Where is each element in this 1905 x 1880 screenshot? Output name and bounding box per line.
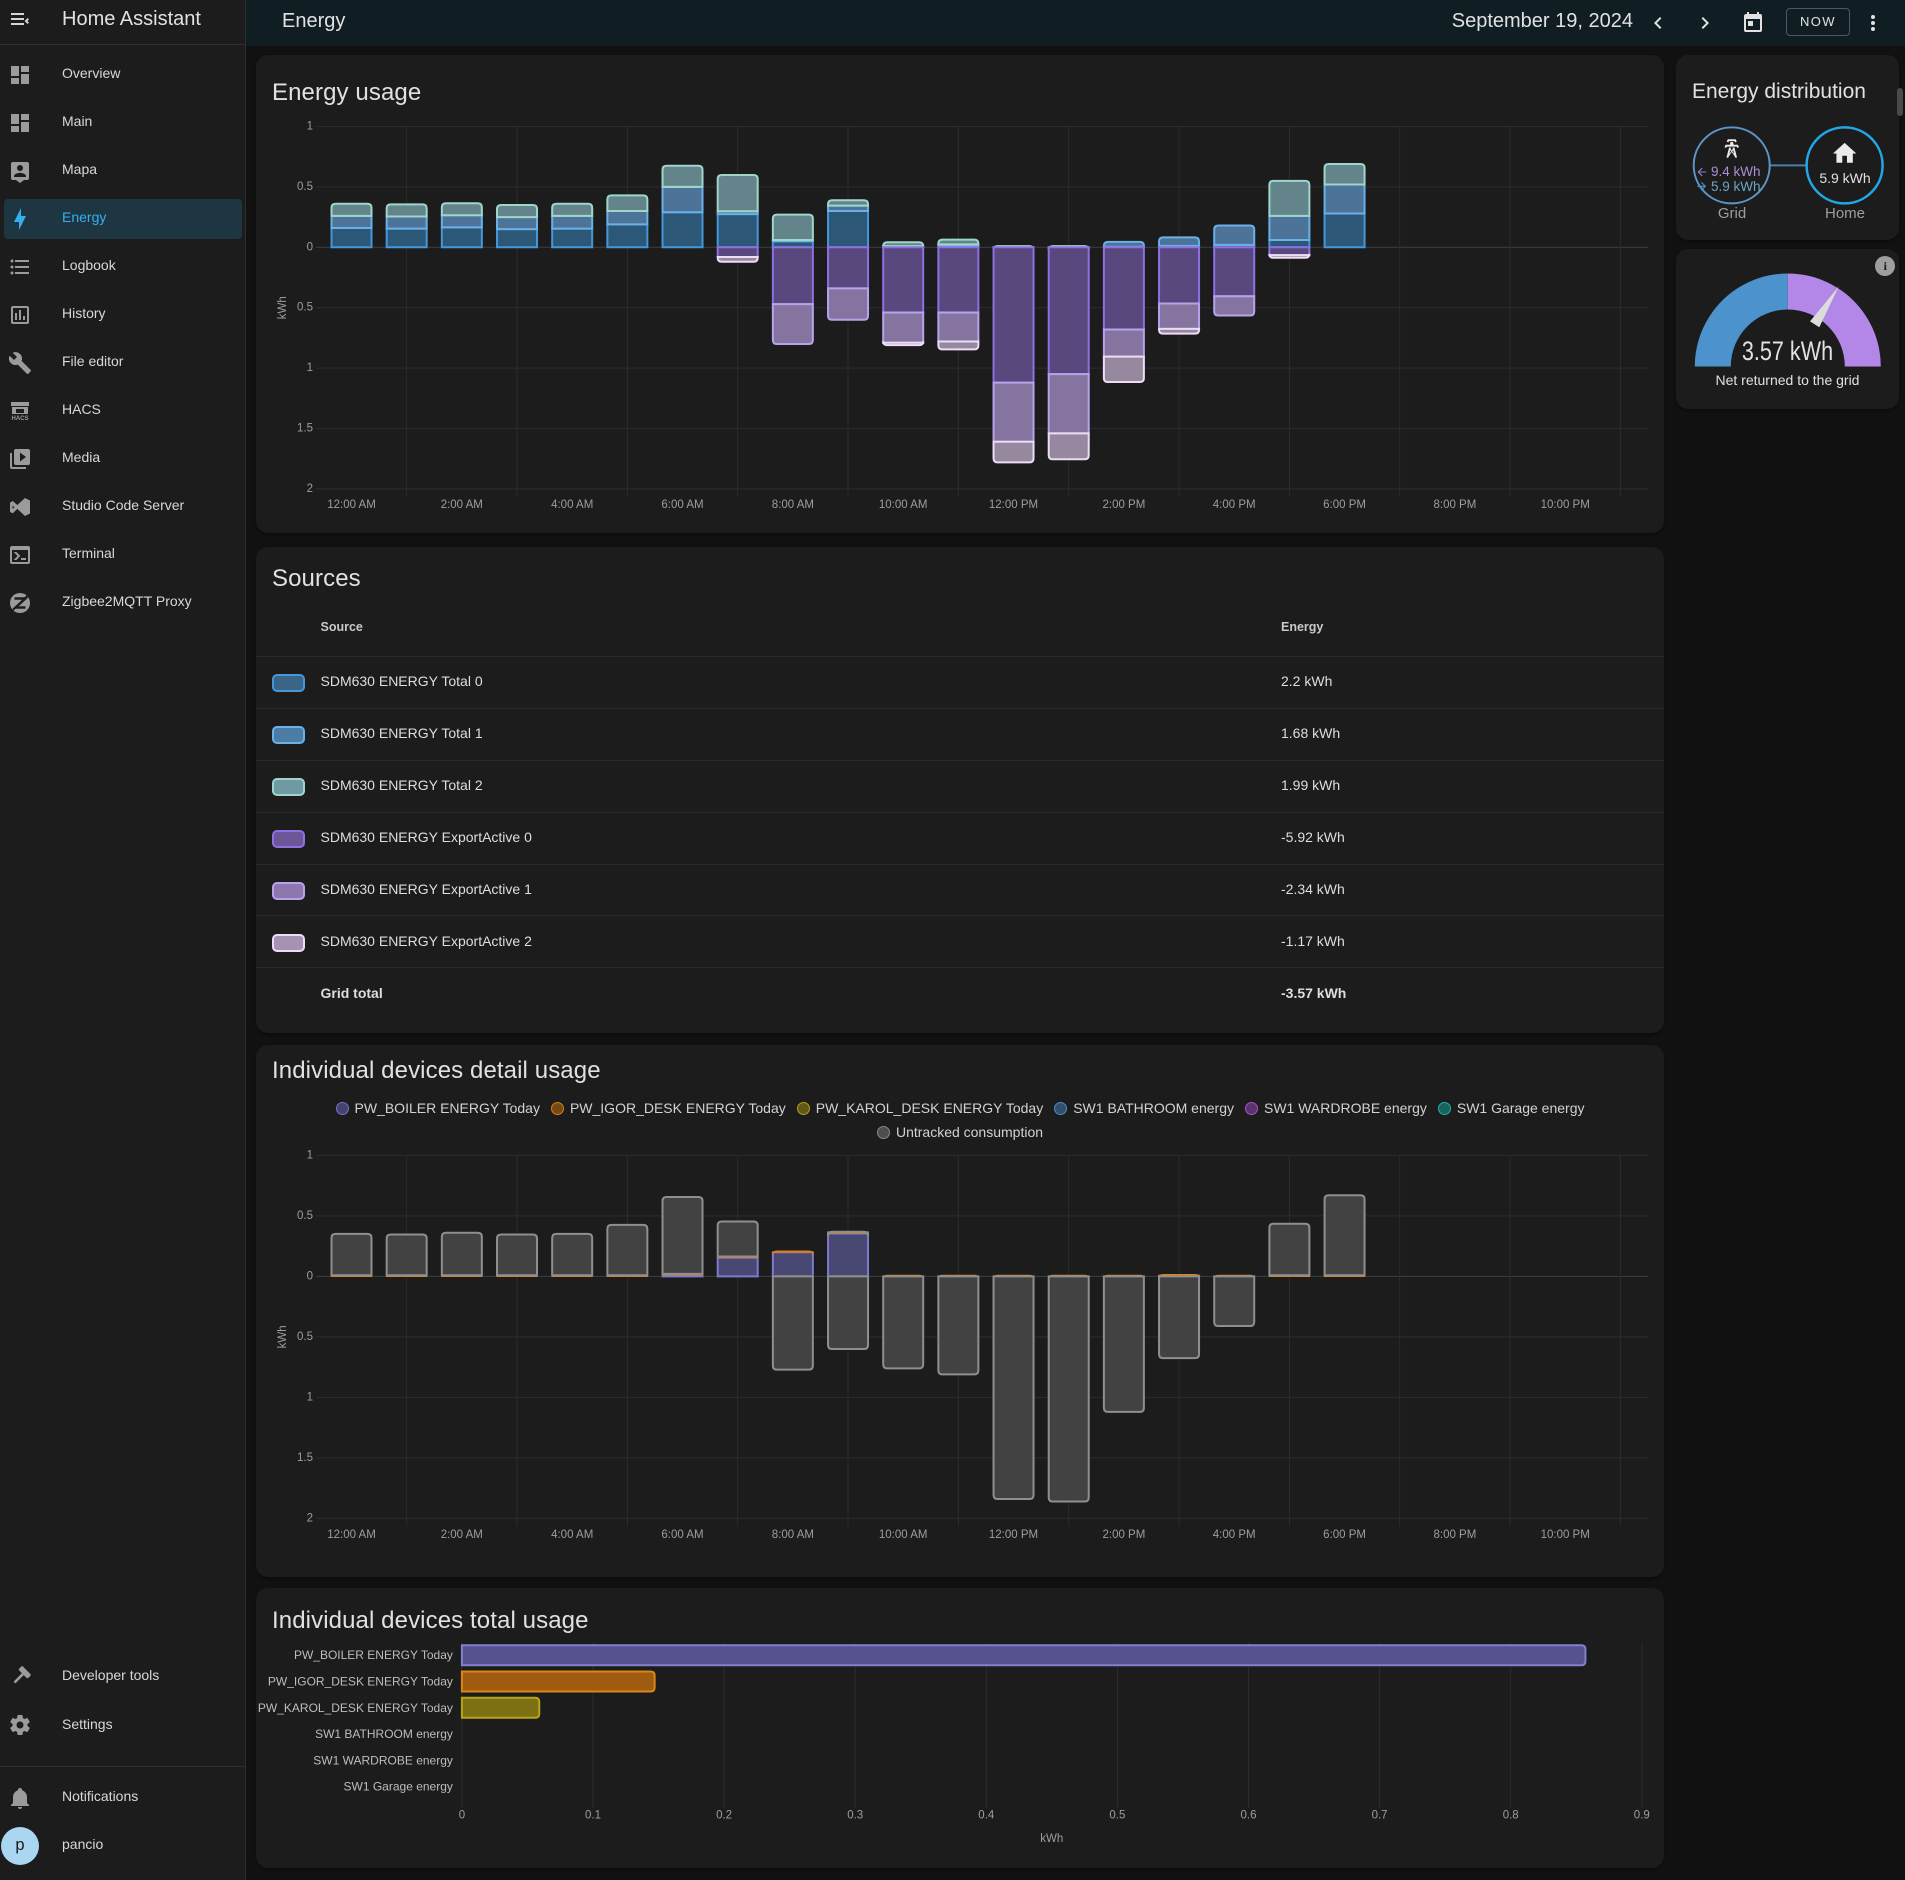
svg-text:6:00 AM: 6:00 AM — [661, 1529, 703, 1541]
svg-text:12:00 AM: 12:00 AM — [327, 1529, 376, 1541]
svg-text:1: 1 — [307, 362, 313, 374]
svg-text:12:00 AM: 12:00 AM — [327, 499, 376, 511]
svg-text:0.5: 0.5 — [1109, 1810, 1125, 1822]
svg-text:0: 0 — [459, 1810, 465, 1822]
svg-text:10:00 PM: 10:00 PM — [1541, 1529, 1590, 1541]
svg-text:6:00 AM: 6:00 AM — [661, 499, 703, 511]
svg-text:0.1: 0.1 — [585, 1810, 601, 1822]
svg-text:6:00 PM: 6:00 PM — [1323, 1529, 1366, 1541]
svg-text:4:00 PM: 4:00 PM — [1213, 1529, 1256, 1541]
svg-text:1.5: 1.5 — [297, 423, 313, 435]
svg-text:1: 1 — [307, 1391, 313, 1403]
svg-text:SW1 Garage energy: SW1 Garage energy — [344, 1780, 453, 1794]
svg-text:SW1 WARDROBE energy: SW1 WARDROBE energy — [313, 1753, 453, 1767]
svg-text:0.4: 0.4 — [978, 1810, 995, 1822]
svg-text:1: 1 — [307, 121, 313, 133]
svg-text:4:00 PM: 4:00 PM — [1213, 499, 1256, 511]
svg-text:6:00 PM: 6:00 PM — [1323, 499, 1366, 511]
svg-text:1.5: 1.5 — [297, 1452, 313, 1464]
svg-text:0.9: 0.9 — [1634, 1810, 1650, 1822]
svg-text:HACS: HACS — [11, 416, 28, 422]
svg-text:8:00 AM: 8:00 AM — [772, 499, 814, 511]
svg-text:2: 2 — [307, 1512, 313, 1524]
svg-text:PW_BOILER ENERGY Today: PW_BOILER ENERGY Today — [294, 1648, 453, 1662]
svg-text:kWh: kWh — [277, 296, 289, 319]
svg-text:0.3: 0.3 — [847, 1810, 863, 1822]
svg-text:0.5: 0.5 — [297, 1331, 313, 1343]
svg-text:2:00 AM: 2:00 AM — [441, 499, 483, 511]
svg-text:kWh: kWh — [277, 1325, 289, 1348]
svg-text:PW_KAROL_DESK ENERGY Today: PW_KAROL_DESK ENERGY Today — [258, 1701, 453, 1715]
svg-text:2:00 PM: 2:00 PM — [1102, 1529, 1145, 1541]
svg-text:0.2: 0.2 — [716, 1810, 732, 1822]
svg-text:8:00 AM: 8:00 AM — [772, 1529, 814, 1541]
svg-text:8:00 PM: 8:00 PM — [1433, 499, 1476, 511]
svg-text:10:00 AM: 10:00 AM — [879, 499, 928, 511]
svg-text:0: 0 — [307, 1270, 313, 1282]
svg-text:4:00 AM: 4:00 AM — [551, 1529, 593, 1541]
svg-text:0.5: 0.5 — [297, 181, 313, 193]
svg-text:12:00 PM: 12:00 PM — [989, 1529, 1038, 1541]
svg-text:10:00 AM: 10:00 AM — [879, 1529, 928, 1541]
svg-text:0.5: 0.5 — [297, 302, 313, 314]
svg-text:kWh: kWh — [1040, 1833, 1063, 1845]
svg-text:0: 0 — [307, 241, 313, 253]
svg-text:10:00 PM: 10:00 PM — [1541, 499, 1590, 511]
svg-text:0.8: 0.8 — [1503, 1810, 1519, 1822]
svg-text:2:00 AM: 2:00 AM — [441, 1529, 483, 1541]
svg-text:4:00 AM: 4:00 AM — [551, 499, 593, 511]
svg-text:PW_IGOR_DESK ENERGY Today: PW_IGOR_DESK ENERGY Today — [268, 1675, 453, 1689]
svg-text:2:00 PM: 2:00 PM — [1102, 499, 1145, 511]
svg-text:2: 2 — [307, 483, 313, 495]
svg-text:SW1 BATHROOM energy: SW1 BATHROOM energy — [315, 1727, 453, 1741]
svg-text:0.6: 0.6 — [1241, 1810, 1257, 1822]
svg-text:12:00 PM: 12:00 PM — [989, 499, 1038, 511]
svg-text:0.5: 0.5 — [297, 1210, 313, 1222]
svg-text:0.7: 0.7 — [1372, 1810, 1388, 1822]
svg-text:1: 1 — [307, 1149, 313, 1161]
svg-text:8:00 PM: 8:00 PM — [1433, 1529, 1476, 1541]
